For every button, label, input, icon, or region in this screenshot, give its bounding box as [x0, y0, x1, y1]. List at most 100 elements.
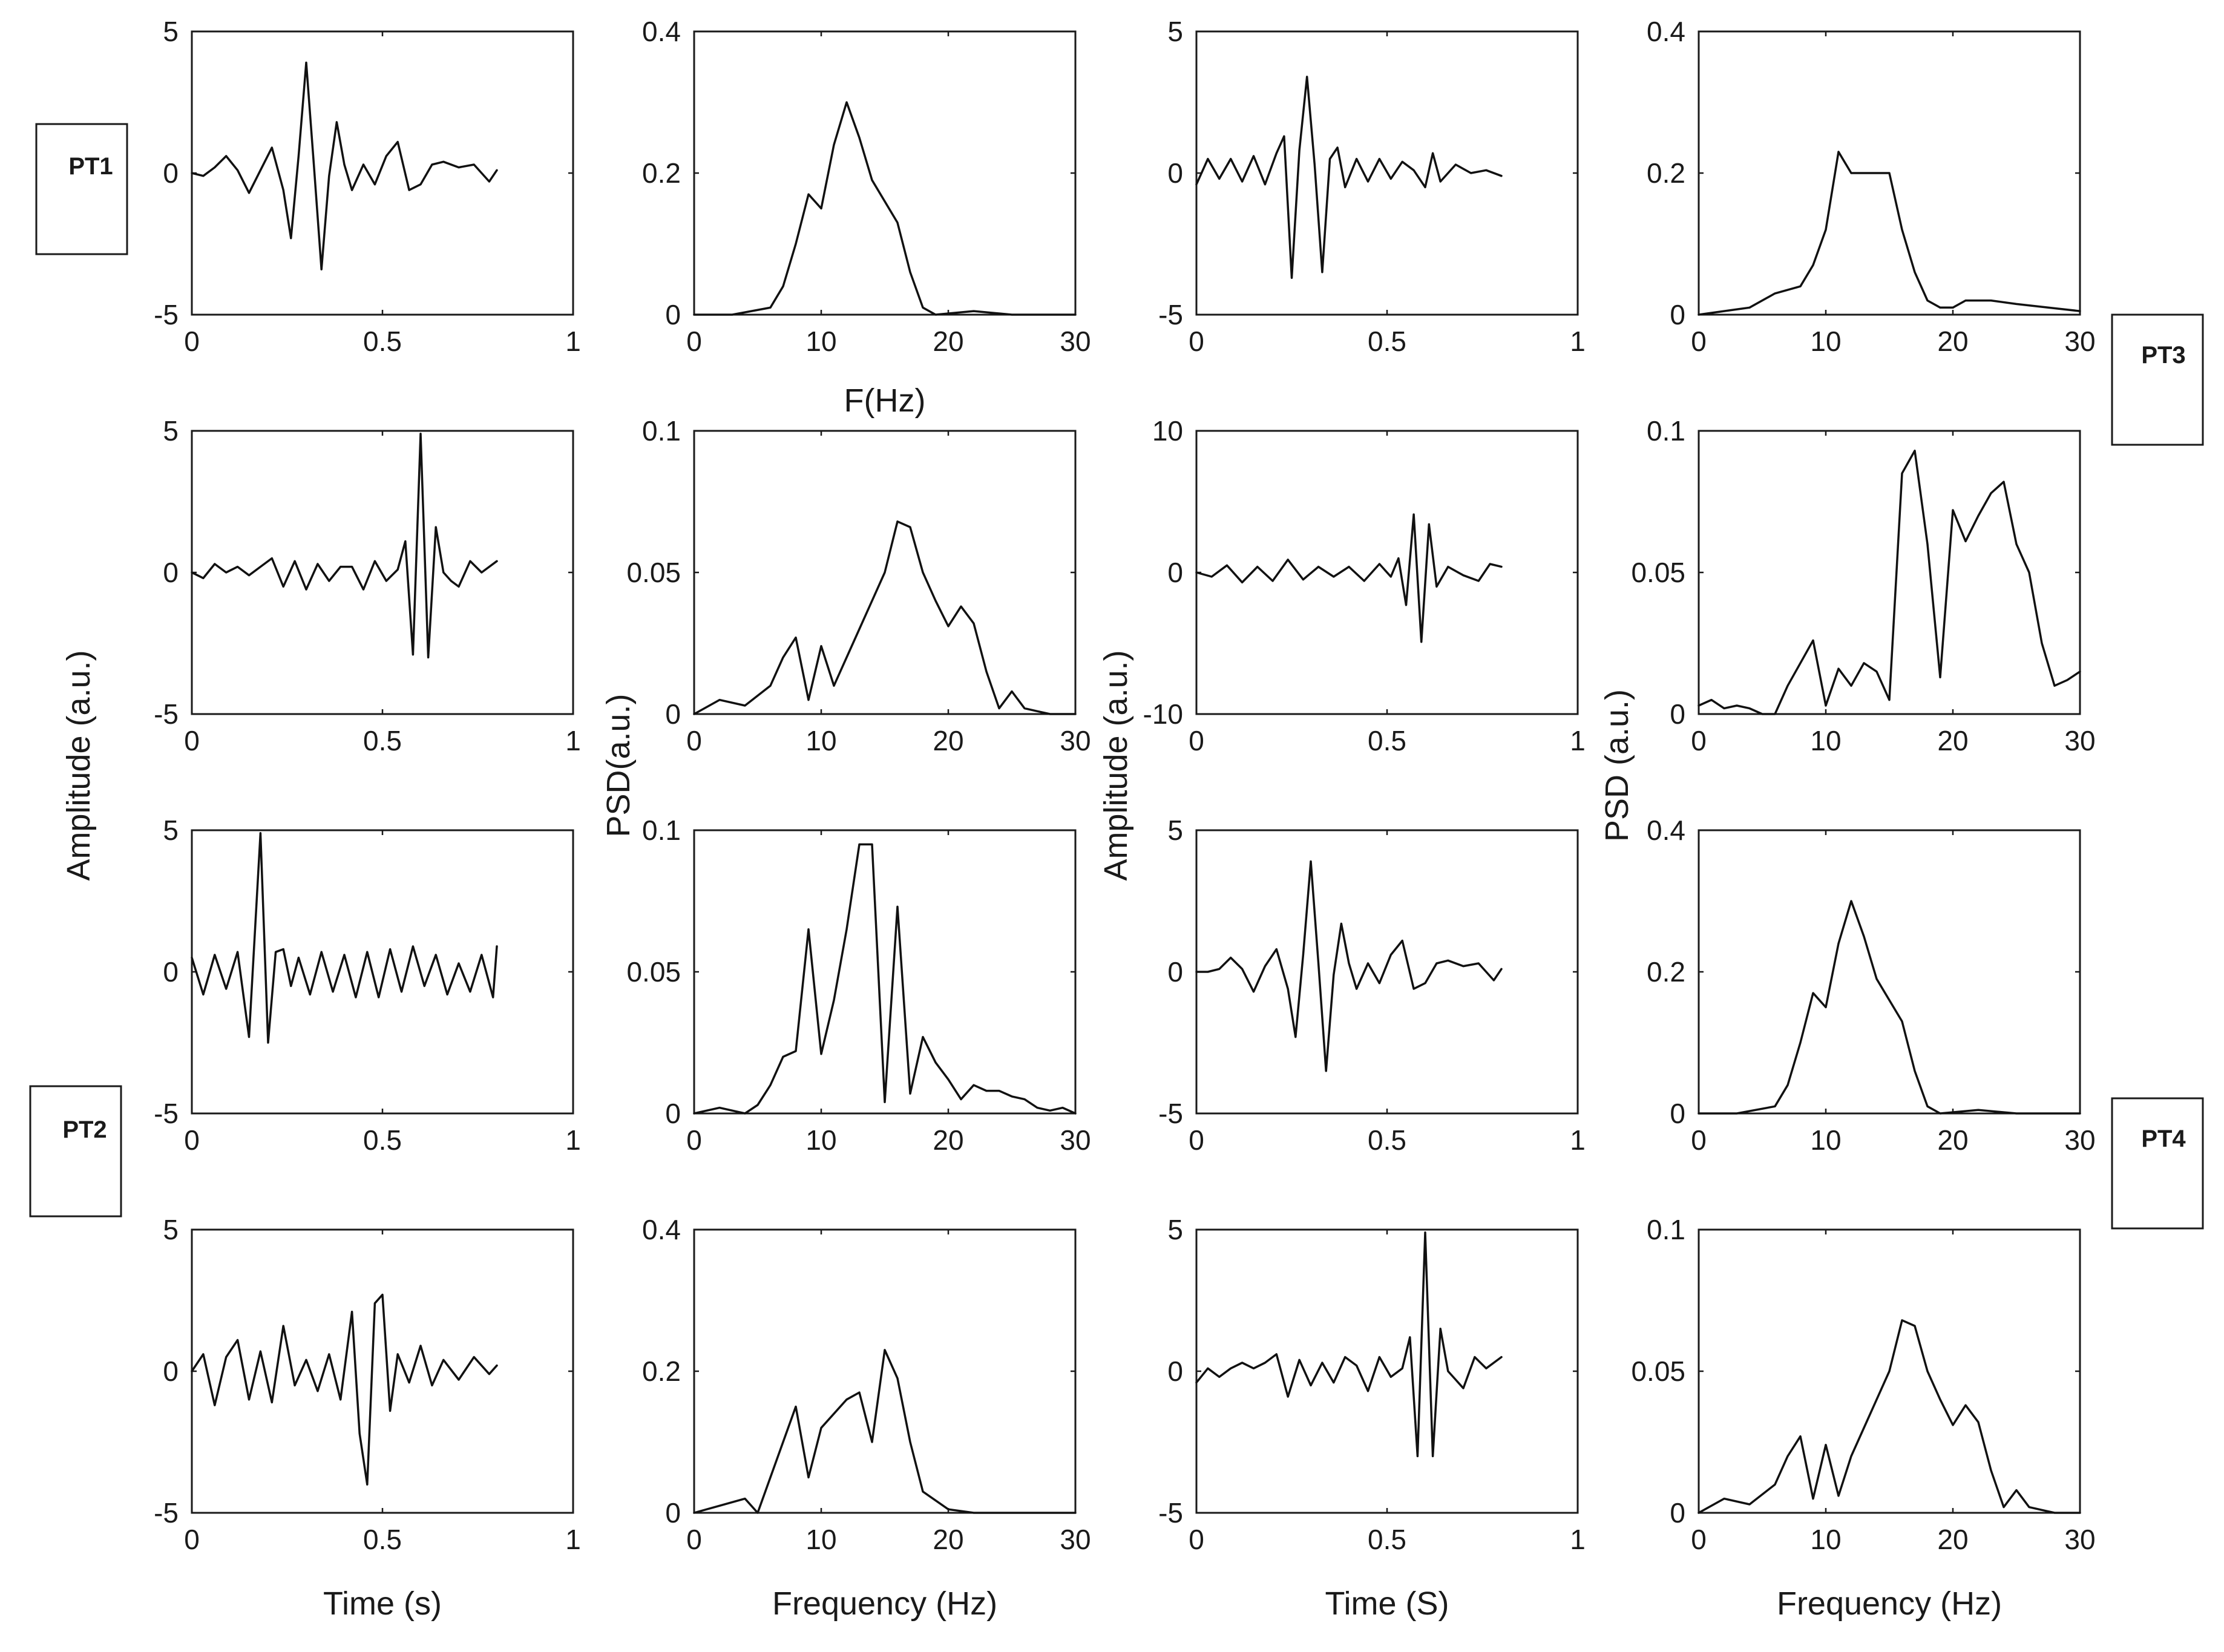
x-tick-label-r1c3: 0 — [1189, 326, 1204, 357]
x-label-time-col3: Time (S) — [1325, 1585, 1449, 1622]
y-tick-label-r1c3: 5 — [1167, 16, 1183, 47]
series-line-r4c3 — [1195, 1231, 1503, 1458]
y-tick-label-r1c2: 0.4 — [642, 16, 681, 47]
y-tick-label-r3c4: 0.4 — [1647, 815, 1685, 846]
x-tick-label-r2c4: 0 — [1691, 725, 1707, 756]
subplot-r1c4: 0 10 20 30 0 0.2 0.4 — [1647, 16, 2096, 357]
x-tick-label-r3c2: 20 — [933, 1124, 963, 1156]
series-line-r3c2 — [693, 843, 1077, 1115]
x-tick-label-r1c3: 0.5 — [1368, 326, 1406, 357]
series-line-r2c1 — [191, 432, 498, 659]
x-tick-label-r1c2: 20 — [933, 326, 963, 357]
y-tick-label-r2c3: -10 — [1143, 698, 1183, 730]
x-label-frequency-col2: Frequency (Hz) — [772, 1585, 997, 1622]
x-tick-label-r2c3: 0 — [1189, 725, 1204, 756]
x-tick-label-r4c4: 10 — [1810, 1524, 1841, 1555]
x-tick-label-r1c2: 0 — [686, 326, 702, 357]
series-line-r2c2 — [693, 520, 1077, 715]
y-tick-label-r2c1: 5 — [163, 415, 179, 447]
series-line-r2c3 — [1195, 513, 1503, 643]
y-tick-label-r4c3: 0 — [1167, 1355, 1183, 1387]
patient-label-pt2: PT2 — [62, 1116, 107, 1143]
y-label-amplitude-col1: Amplitude (a.u.) — [61, 650, 97, 880]
y-tick-label-r2c1: 0 — [163, 557, 179, 588]
subplot-r1c2: 0 10 20 30 0 0.2 0.4 — [642, 16, 1091, 357]
x-tick-label-r2c2: 20 — [933, 725, 963, 756]
y-tick-label-r4c2: 0 — [665, 1497, 681, 1529]
y-tick-label-r2c2: 0.1 — [642, 415, 681, 447]
x-tick-label-r2c4: 30 — [2064, 725, 2095, 756]
y-tick-label-r2c1: -5 — [154, 698, 179, 730]
subplot-r3c4: 0 10 20 30 0 0.2 0.4 — [1647, 815, 2096, 1156]
y-tick-label-r4c4: 0 — [1670, 1497, 1685, 1529]
y-tick-label-r1c1: -5 — [154, 299, 179, 330]
x-tick-label-r4c1: 0.5 — [363, 1524, 402, 1555]
y-tick-label-r1c1: 5 — [163, 16, 179, 47]
x-tick-label-r3c4: 10 — [1810, 1124, 1841, 1156]
x-tick-label-r4c2: 30 — [1060, 1524, 1091, 1555]
x-tick-label-r1c4: 0 — [1691, 326, 1707, 357]
y-tick-label-r3c1: 0 — [163, 956, 179, 988]
y-tick-label-r2c2: 0 — [665, 698, 681, 730]
patient-label-pt3: PT3 — [2141, 342, 2185, 369]
x-tick-label-r3c4: 0 — [1691, 1124, 1707, 1156]
patient-box-pt4 — [2111, 1097, 2204, 1230]
x-tick-label-r3c2: 0 — [686, 1124, 702, 1156]
x-label-frequency-col4: Frequency (Hz) — [1777, 1585, 2002, 1622]
y-tick-label-r4c1: 0 — [163, 1355, 179, 1387]
x-tick-label-r2c2: 10 — [805, 725, 836, 756]
x-tick-label-r2c1: 1 — [565, 725, 581, 756]
series-line-r3c3 — [1195, 860, 1503, 1072]
x-tick-label-r3c2: 10 — [805, 1124, 836, 1156]
y-tick-label-r4c1: 5 — [163, 1214, 179, 1245]
y-tick-label-r2c3: 0 — [1167, 557, 1183, 588]
x-label-fhz: F(Hz) — [844, 382, 926, 419]
subplot-r1c3: 0 0.5 1-505 — [1158, 16, 1586, 357]
series-line-r1c3 — [1195, 76, 1503, 279]
x-tick-label-r2c4: 20 — [1937, 725, 1968, 756]
y-tick-label-r4c2: 0.4 — [642, 1214, 681, 1245]
y-tick-label-r4c1: -5 — [154, 1497, 179, 1529]
y-tick-label-r3c4: 0.2 — [1647, 956, 1685, 988]
x-tick-label-r3c3: 1 — [1570, 1124, 1586, 1156]
x-tick-label-r2c1: 0 — [184, 725, 200, 756]
y-tick-label-r1c3: -5 — [1158, 299, 1183, 330]
x-tick-label-r1c1: 1 — [565, 326, 581, 357]
y-label-psd-col4: PSD (a.u.) — [1599, 689, 1635, 842]
x-tick-label-r4c3: 1 — [1570, 1524, 1586, 1555]
y-tick-label-r3c2: 0.1 — [642, 815, 681, 846]
x-tick-label-r3c2: 30 — [1060, 1124, 1091, 1156]
series-line-r1c4 — [1698, 151, 2081, 316]
patient-box-pt2 — [29, 1085, 122, 1218]
subplot-r3c1: 0 0.5 1-505 — [154, 815, 581, 1156]
subplot-r4c1: 0 0.5 1-505 — [154, 1214, 581, 1555]
series-line-r2c4 — [1698, 450, 2081, 715]
y-tick-label-r4c4: 0.1 — [1647, 1214, 1685, 1245]
x-tick-label-r2c2: 30 — [1060, 725, 1091, 756]
y-tick-label-r3c3: 5 — [1167, 815, 1183, 846]
y-label-psd-col2: PSD(a.u.) — [600, 693, 637, 837]
series-line-r4c2 — [693, 1349, 1077, 1514]
series-line-r3c4 — [1698, 900, 2081, 1115]
x-tick-label-r4c4: 0 — [1691, 1524, 1707, 1555]
patient-label-pt1: PT1 — [68, 153, 113, 180]
y-tick-label-r1c4: 0 — [1670, 299, 1685, 330]
series-line-r3c1 — [191, 831, 498, 1044]
x-tick-label-r4c2: 0 — [686, 1524, 702, 1555]
x-tick-label-r1c2: 10 — [805, 326, 836, 357]
x-tick-label-r1c1: 0 — [184, 326, 200, 357]
y-tick-label-r2c3: 10 — [1152, 415, 1183, 447]
y-tick-label-r3c1: -5 — [154, 1098, 179, 1129]
subplot-r4c3: 0 0.5 1-505 — [1158, 1214, 1586, 1555]
subplot-r2c1: 0 0.5 1-505 — [154, 415, 581, 756]
y-tick-label-r3c3: -5 — [1158, 1098, 1183, 1129]
subplot-r4c4: 0 10 20 30 0 0.05 0.1 — [1631, 1214, 2095, 1555]
patient-box-pt3 — [2111, 313, 2204, 446]
y-tick-label-r4c2: 0.2 — [642, 1355, 681, 1387]
subplot-r4c2: 0 10 20 30 0 0.2 0.4 — [642, 1214, 1091, 1555]
series-line-r1c1 — [191, 61, 498, 270]
y-tick-label-r4c3: 5 — [1167, 1214, 1183, 1245]
y-tick-label-r1c2: 0 — [665, 299, 681, 330]
x-tick-label-r3c4: 30 — [2064, 1124, 2095, 1156]
